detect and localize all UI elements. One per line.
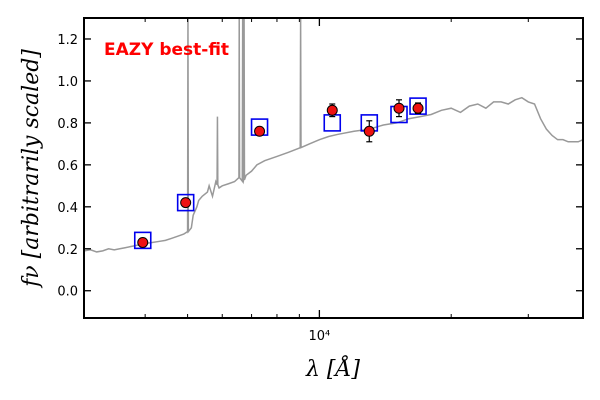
model-point-1: [176, 193, 195, 212]
plot-area: [84, 18, 583, 253]
model-point-6: [409, 97, 427, 115]
observed-point-1: [180, 197, 192, 209]
y-tick-label-6: 1.2: [57, 33, 78, 48]
observed-point-2: [254, 125, 266, 137]
y-tick-label-4: 0.8: [57, 117, 78, 132]
y-axis-label: fν [arbitrarily scaled]: [19, 49, 44, 289]
y-tick-label-3: 0.6: [57, 159, 78, 174]
observed-point-6: [412, 102, 424, 114]
observed-point-4: [363, 125, 375, 137]
y-tick-label-1: 0.2: [57, 243, 78, 258]
chart-annotation: EAZY best-fit: [104, 40, 229, 60]
plot-clipped-group: [84, 18, 583, 253]
model-point-0: [133, 231, 152, 250]
plot-frame: [83, 17, 584, 319]
y-tick-label-2: 0.4: [57, 201, 78, 216]
template-spectrum-line: [84, 18, 583, 253]
observed-point-3: [326, 104, 338, 116]
y-tick-label-5: 1.0: [57, 75, 78, 90]
x-tick-label-major: 10⁴: [309, 329, 331, 344]
observed-point-0: [137, 236, 149, 248]
y-tick-label-0: 0.0: [57, 285, 78, 300]
observed-point-5: [393, 102, 405, 114]
axis-ticks: 0.0 0.2 0.4 0.6 0.8 1.0 1.2 10⁴: [57, 18, 583, 344]
x-axis-label: λ [Å]: [305, 354, 360, 382]
